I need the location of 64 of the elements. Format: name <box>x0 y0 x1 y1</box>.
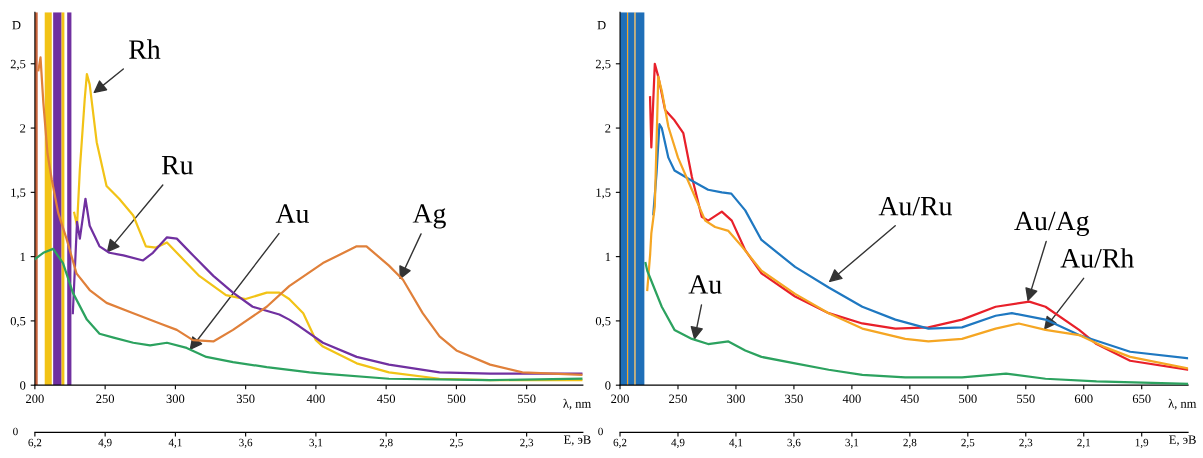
y-tick-label: 1 <box>605 252 611 261</box>
y-tick-label: 1 <box>20 252 26 261</box>
y-tick-label: 0,5 <box>595 316 611 328</box>
y-tick-label: 1,5 <box>11 188 26 199</box>
text: 2,3 <box>520 438 534 448</box>
annotation: Au/Ag <box>1014 211 1090 237</box>
y-tick-label: 0 <box>20 381 26 390</box>
annotation: Rh <box>129 39 161 59</box>
y-tick-label: 2,5 <box>10 59 26 71</box>
line-series <box>34 247 583 382</box>
text: 2,1 <box>1077 438 1091 448</box>
y-tick-label: 0 <box>605 381 611 390</box>
text: 4,1 <box>168 438 182 448</box>
text: 3,6 <box>787 438 801 448</box>
annotation: Au/Ru <box>878 196 952 216</box>
x-tick-label: 450 <box>377 394 396 403</box>
x-tick-label: 400 <box>306 394 325 403</box>
text: 6,2 <box>28 438 42 448</box>
y-tick-label: 2,5 <box>595 59 611 71</box>
text: 2,8 <box>379 438 393 448</box>
x-tick-label: 350 <box>785 394 803 403</box>
annotation: Au <box>275 204 309 223</box>
x-tick-label: 500 <box>959 394 977 403</box>
text: 6,2 <box>613 438 627 448</box>
x2-axis-title: E, эВ <box>563 435 591 446</box>
x-tick-label: 450 <box>900 394 919 403</box>
text: 1,9 <box>1135 438 1149 448</box>
text: 4,1 <box>729 438 743 448</box>
x-tick-label: 250 <box>96 394 115 403</box>
x-tick-label: 550 <box>1017 394 1035 403</box>
text: 3,6 <box>239 438 253 448</box>
x-tick-label: 300 <box>727 394 745 403</box>
x-axis-title: λ, nm <box>1168 398 1197 410</box>
x-tick-label: 200 <box>26 394 44 403</box>
x-tick-label: 300 <box>166 394 185 403</box>
text: 2,8 <box>903 438 917 448</box>
text: 4,9 <box>671 438 685 448</box>
y-tick-label: 0,5 <box>10 316 26 328</box>
x-tick-label: 650 <box>1132 394 1151 403</box>
x-axis-title: λ, nm <box>563 398 591 410</box>
y-axis-title: D <box>597 21 606 30</box>
text: 4,9 <box>98 438 112 448</box>
x-tick-label: 550 <box>518 394 536 403</box>
text: 2,5 <box>449 438 463 448</box>
x-tick-label: 500 <box>447 394 466 403</box>
text: 3,1 <box>309 438 323 448</box>
x-tick-label: 400 <box>842 394 861 403</box>
annotation: Au <box>688 275 722 294</box>
y-axis-title: D <box>12 21 21 30</box>
x2-axis-title: E, эВ <box>1169 435 1196 446</box>
annotation: Au/Rh <box>1060 248 1134 268</box>
x-tick-label: 250 <box>669 394 687 403</box>
y-tick-label: 2 <box>20 124 26 133</box>
x-tick-label: 600 <box>1074 394 1093 403</box>
y-tick-label: 2 <box>605 124 611 133</box>
y-tick-label: 1,5 <box>596 188 611 199</box>
text: 2,3 <box>1019 438 1033 448</box>
x-tick-label: 350 <box>236 394 255 403</box>
annotation: Ru <box>161 156 194 175</box>
text: 3,1 <box>845 438 859 448</box>
x-tick-label: 200 <box>611 394 629 403</box>
line-series <box>652 123 1189 360</box>
text: 2,5 <box>961 438 975 448</box>
annotation: Ag <box>412 204 446 229</box>
